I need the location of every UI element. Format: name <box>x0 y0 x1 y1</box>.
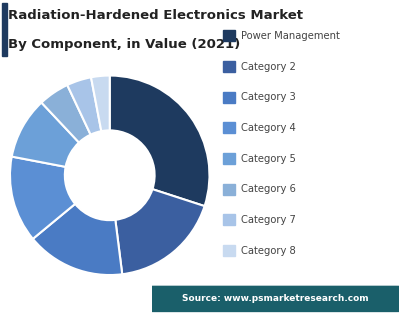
Text: Category 8: Category 8 <box>241 246 296 256</box>
Wedge shape <box>115 189 205 274</box>
Wedge shape <box>33 204 122 275</box>
Text: Category 6: Category 6 <box>241 184 296 194</box>
Text: Category 2: Category 2 <box>241 62 296 72</box>
Text: Source: www.psmarketresearch.com: Source: www.psmarketresearch.com <box>182 295 369 303</box>
Text: Power Management: Power Management <box>241 31 340 41</box>
Wedge shape <box>10 156 75 239</box>
Wedge shape <box>91 75 110 131</box>
Wedge shape <box>12 103 79 167</box>
Text: Category 5: Category 5 <box>241 154 296 164</box>
FancyBboxPatch shape <box>149 286 399 312</box>
Wedge shape <box>110 75 209 206</box>
Text: Category 4: Category 4 <box>241 123 296 133</box>
Wedge shape <box>41 85 91 142</box>
Text: Source: www.psmarketresearch.com: Source: www.psmarketresearch.com <box>182 295 369 303</box>
Text: Category 3: Category 3 <box>241 92 296 102</box>
Text: Category 7: Category 7 <box>241 215 296 225</box>
Wedge shape <box>67 77 101 135</box>
Text: By Component, in Value (2021): By Component, in Value (2021) <box>8 38 240 51</box>
Text: Radiation-Hardened Electronics Market: Radiation-Hardened Electronics Market <box>8 9 303 23</box>
